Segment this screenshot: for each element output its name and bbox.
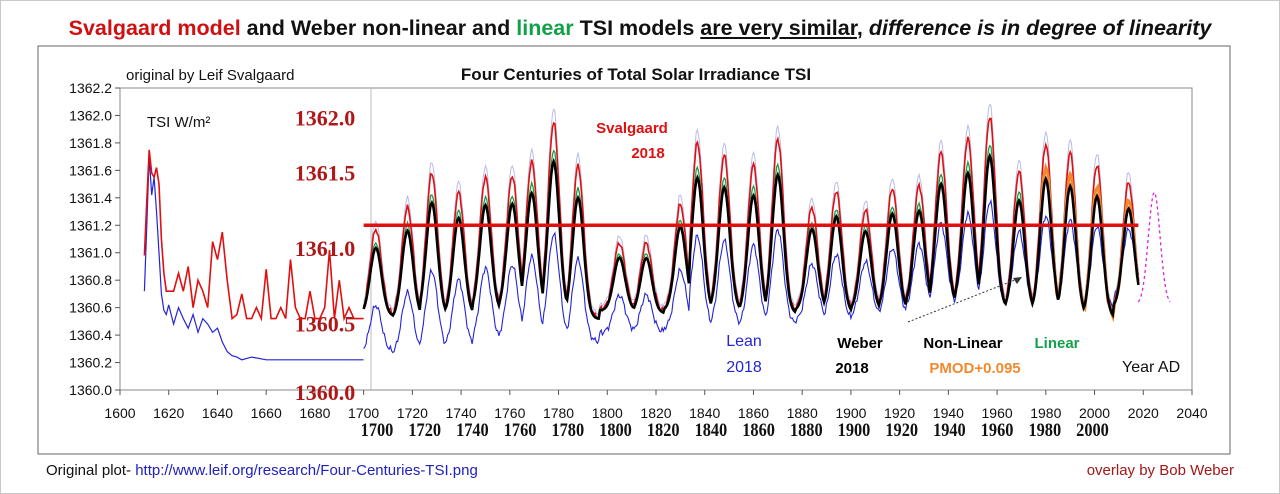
label-pmod: PMOD+0.095 [929,360,1020,377]
x-tick-label: 1680 [299,405,330,421]
x-axis: 1600 1620 1640 1660 1680 1700 1720 1740 1760 1780… [104,390,1208,421]
y-tick-label: 1361.0 [69,245,112,261]
overlay-x-tick-label: 1920 [885,419,918,440]
footer-prefix: Original plot- [46,462,136,479]
overlay-x-tick-label: 1700 [361,419,394,440]
x-tick-label: 2040 [1176,405,1207,421]
label-lean-year: 2018 [726,359,762,376]
overlay-x-tick-label: 1760 [504,419,537,440]
y-tick-label: 1360.4 [69,327,112,343]
overlay-y-tick-label: 1362.0 [295,105,356,130]
pointer-arrowhead [1013,277,1022,284]
headline-linear: linear [516,16,574,40]
label-linear: Linear [1034,335,1079,352]
x-tick-label: 1900 [835,405,866,421]
overlay-x-tick-label: 1840 [695,419,728,440]
headline-weber-text: and Weber non-linear and [240,16,517,40]
y-tick-label: 1361.8 [69,135,112,151]
y-tick-label: 1360.6 [69,300,112,316]
source-note: original by Leif Svalgaard [126,67,294,84]
x-tick-label: 1620 [153,405,184,421]
x-tick-label: 1860 [738,405,769,421]
pointer-arrow [907,277,1021,323]
x-tick-label: 1820 [640,405,671,421]
headline-difference: difference is in degree of linearity [868,16,1212,40]
y-tick-label: 1362.2 [69,80,112,96]
y-tick-label: 1361.2 [69,217,112,233]
headline-tsi-models: TSI models [573,16,701,40]
weber-2018-line [362,152,1140,320]
lean-pre1700-line [143,156,364,361]
chart-outer-frame [37,45,1231,455]
overlay-x-tick-label: 1880 [790,419,823,440]
chart-title: Four Centuries of Total Solar Irradiance… [461,65,811,84]
x-tick-label: 1720 [397,405,428,421]
x-tick-label: 1840 [689,405,720,421]
x-tick-label: 1640 [202,405,233,421]
headline-are-very-similar: are very similar [700,16,857,40]
x-tick-label: 1980 [1030,405,1061,421]
x-tick-label: 1960 [982,405,1013,421]
overlay-x-tick-label: 1720 [408,419,441,440]
overlay-y-tick-label: 1361.5 [295,160,356,185]
overlay-x-tick-label: 1900 [838,419,871,440]
overlay-x-tick-label: 1960 [981,419,1014,440]
footer-source: Original plot- http://www.leif.org/resea… [46,462,478,479]
x-tick-label: 2020 [1128,405,1159,421]
footer-credit: overlay by Bob Weber [1086,462,1234,479]
svalgaard-pre1700-line [143,149,364,322]
y-axis-label: TSI W/m² [147,114,210,131]
overlay-x-tick-label: 1940 [933,419,966,440]
x-tick-label: 1660 [251,405,282,421]
headline: Svalgaard model and Weber non-linear and… [0,16,1280,41]
overlay-y-tick-label: 1360.0 [295,380,356,405]
x-tick-label: 1780 [543,405,574,421]
footer-link[interactable]: http://www.leif.org/research/Four-Centur… [135,462,478,479]
y-tick-label: 1360.8 [69,272,112,288]
y-tick-label: 1361.6 [69,162,112,178]
headline-comma: , [856,16,869,40]
label-non-linear: Non-Linear [923,335,1002,352]
y-tick-label: 1362.0 [69,107,112,123]
x-tick-label: 1800 [592,405,623,421]
x-tick-label: 1700 [348,405,379,421]
x-tick-label: 1600 [104,405,135,421]
overlay-x-tick-label: 1980 [1028,419,1061,440]
overlay-x-tick-label: 1800 [599,419,632,440]
overlay-x-tick-label: 1740 [456,419,489,440]
overlay-x-tick-label: 1860 [742,419,775,440]
y-tick-label: 1361.4 [69,190,112,206]
label-svalgaard-year: 2018 [631,145,664,162]
x-tick-label: 1760 [494,405,525,421]
label-lean: Lean [726,333,762,350]
x-tick-label: 1920 [884,405,915,421]
label-weber-year: 2018 [835,360,868,377]
y-tick-label: 1360.2 [69,355,112,371]
y-tick-label: 1360.0 [69,382,112,398]
headline-svalgaard: Svalgaard model [68,16,241,40]
overlay-y-tick-label: 1361.0 [295,236,356,261]
overlay-x-tick-label: 2000 [1076,419,1109,440]
overlay-x-tick-label: 1820 [647,419,680,440]
label-svalgaard: Svalgaard [596,120,668,137]
overlay-x-tick-label: 1780 [551,419,584,440]
label-weber: Weber [837,335,883,352]
overlay-x-axis: 1700 1720 1740 1760 1780 1800 1820 1840 1860 1880… [361,419,1109,440]
x-tick-label: 1880 [787,405,818,421]
x-tick-label: 1740 [446,405,477,421]
forecast-line [1137,190,1171,303]
x-tick-label: 1940 [933,405,964,421]
x-axis-label: Year AD [1122,359,1180,376]
x-tick-label: 2000 [1079,405,1110,421]
y-axis: 1360.0 1360.2 1360.4 1360.6 1360.8 1361.0 1361… [69,80,120,398]
